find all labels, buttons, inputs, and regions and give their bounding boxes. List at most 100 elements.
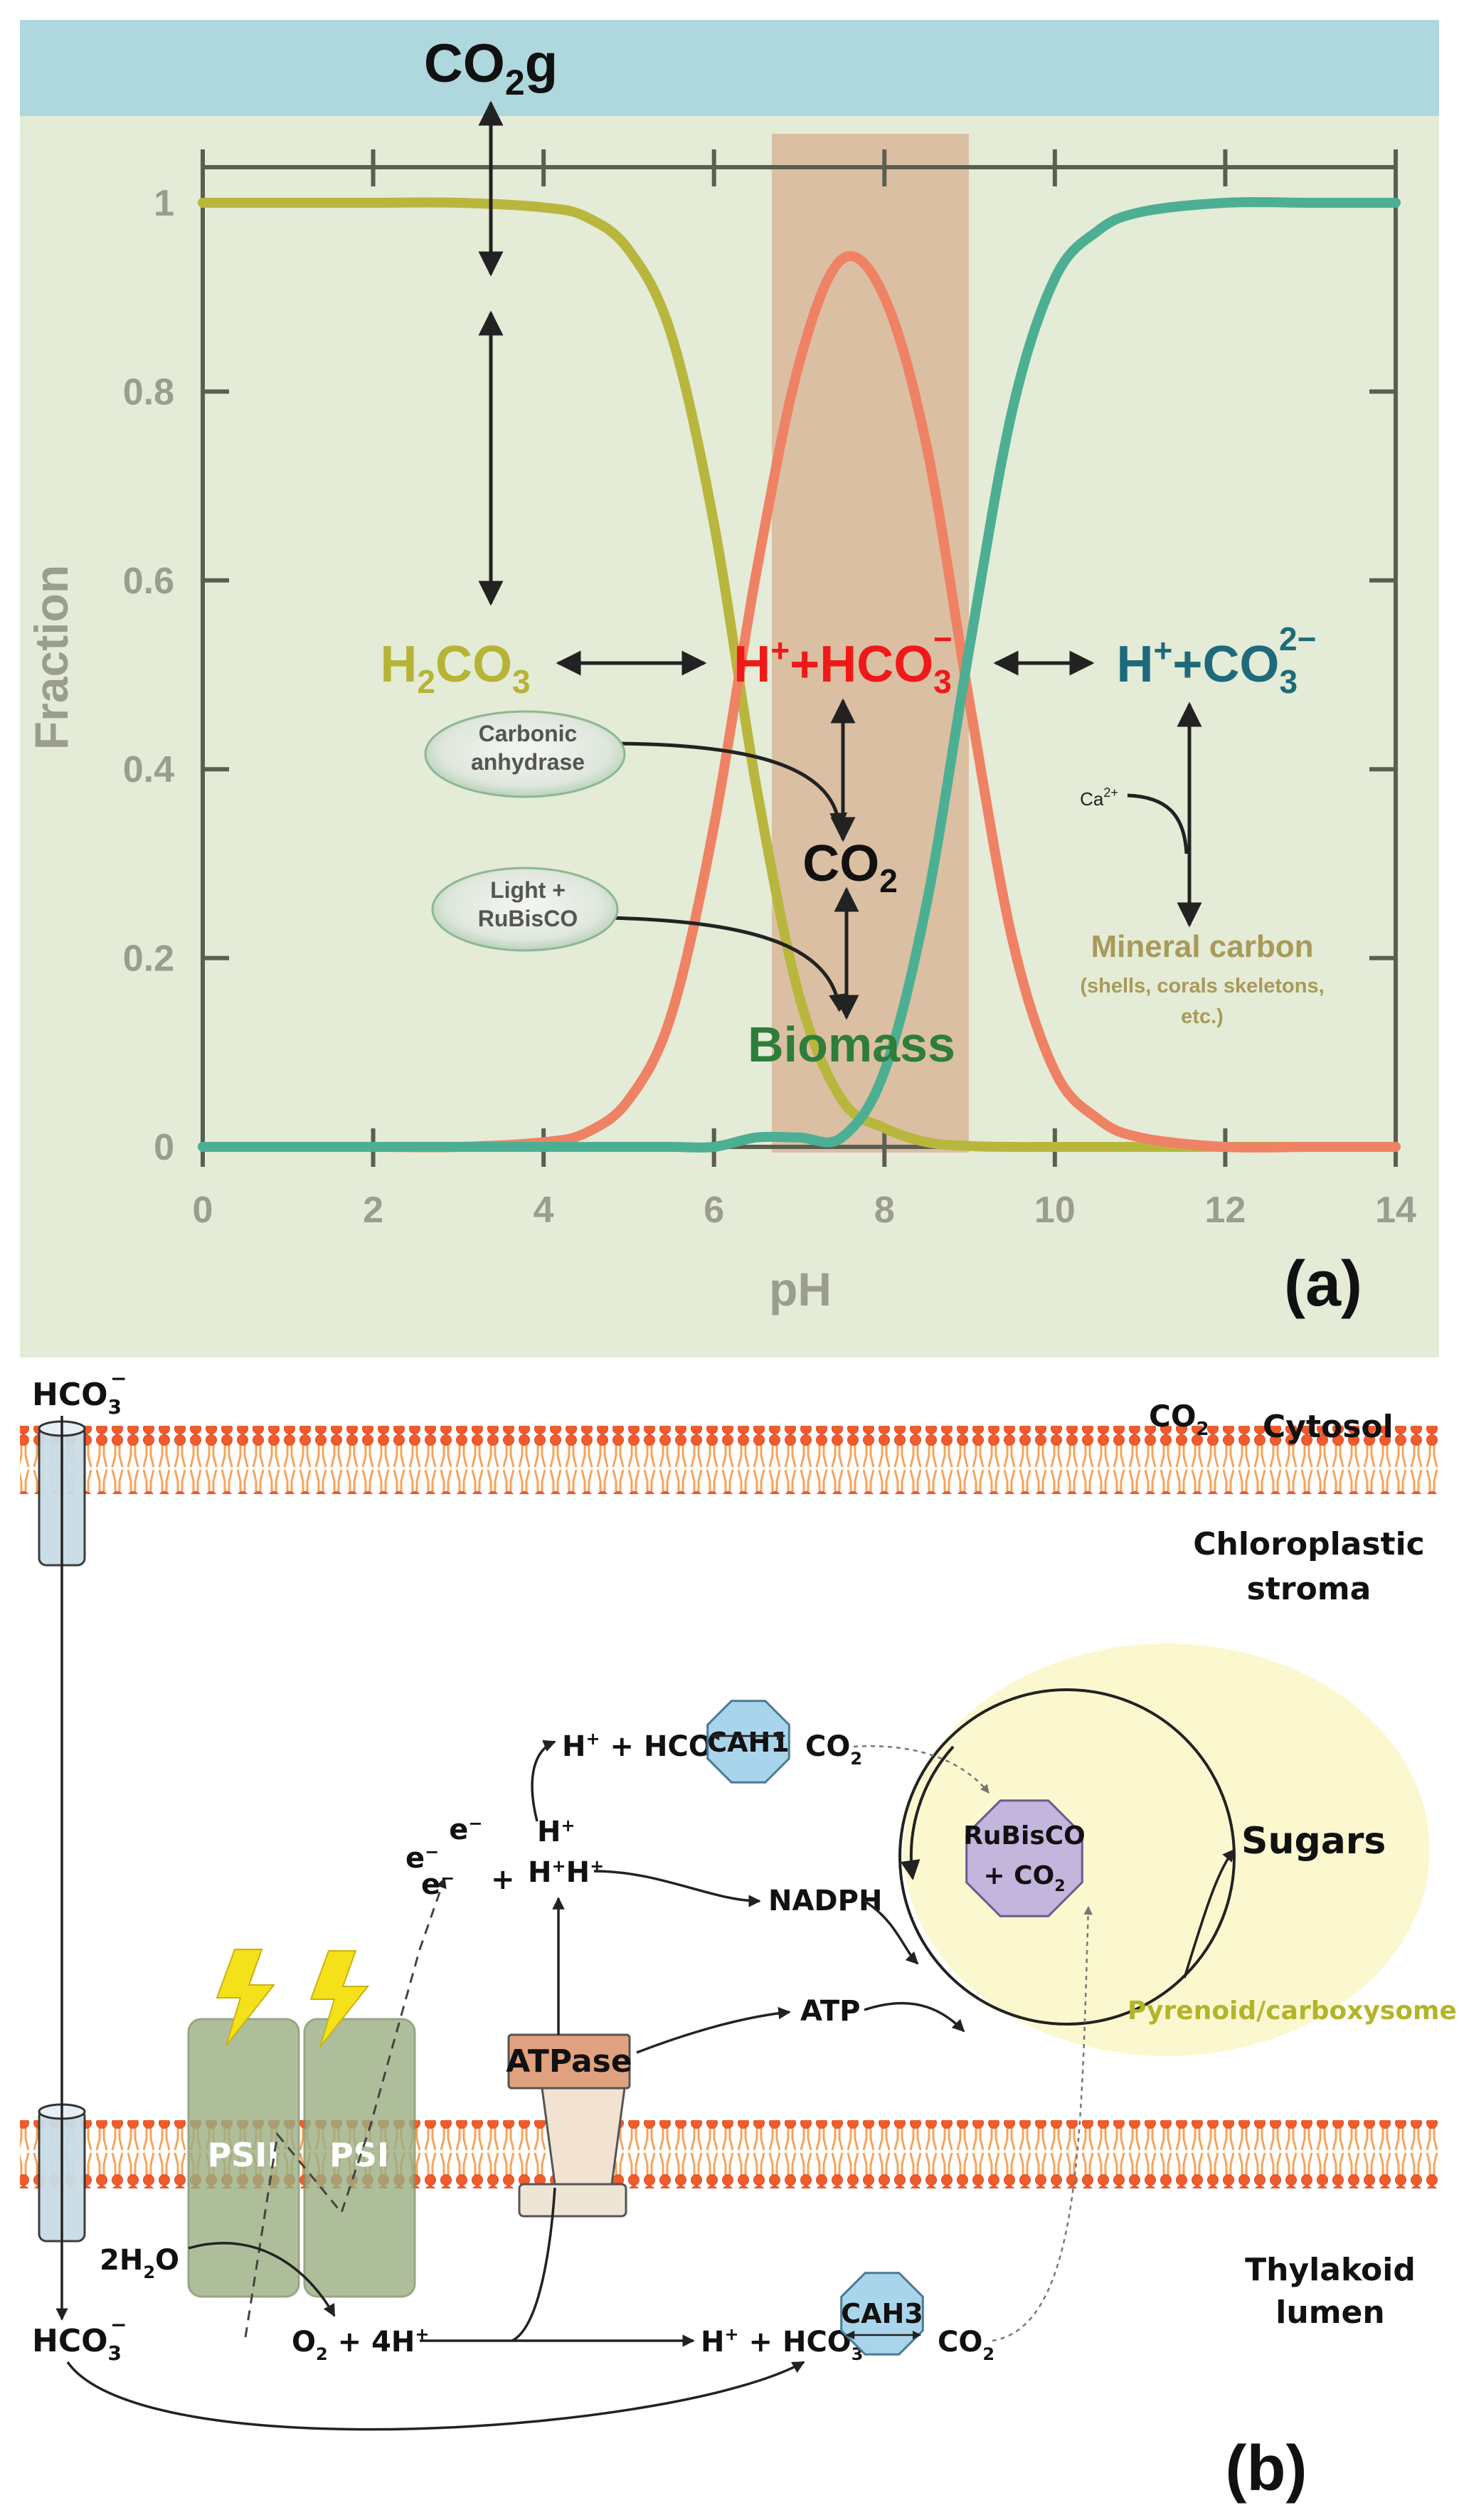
electron-transport-path [244, 1877, 447, 2338]
proton-cluster: H+H+ [528, 1856, 604, 1889]
bicarbonate-label: H++HCO3− [733, 620, 952, 700]
y-tick-label: 0.2 [123, 938, 174, 980]
equilibrium-arrows [478, 100, 1202, 1020]
x-tick-label: 2 [363, 1190, 383, 1231]
atp-label: ATP [800, 1995, 860, 2028]
rubisco-line1: Light + [490, 877, 566, 903]
x-tick-label: 14 [1375, 1190, 1416, 1231]
thylakoid-label-line2: lumen [1275, 2294, 1384, 2331]
y-tick-label: 0.8 [123, 371, 174, 413]
x-tick-label: 8 [874, 1190, 895, 1231]
biomass-label: Biomass [748, 1017, 955, 1072]
electrons-label: e− e− [405, 1814, 482, 1875]
nadph-label: NADPH [768, 1885, 882, 1917]
panel-a: 0 0.2 0.4 0.6 0.8 1 0 2 4 6 8 10 12 14 Fraction pH (… [20, 20, 1439, 1357]
panel-b: HCO3− HCO3− CO2 Cytosol Chloroplastic st… [0, 1366, 1459, 2520]
x-tick-label: 0 [193, 1190, 213, 1231]
lightning-icon [216, 1949, 276, 2046]
y-tick-label: 1 [154, 183, 174, 224]
x-tick-label: 10 [1034, 1190, 1076, 1231]
stroma-co2-label: CO2 [805, 1730, 862, 1769]
nadph-to-cycle-arrow [864, 1900, 919, 1965]
lumen-co2-label: CO2 [938, 2326, 994, 2364]
outer-membrane [20, 1426, 1439, 1494]
mineral-carbon-title: Mineral carbon [1091, 929, 1314, 964]
atpase-complex: ATPase [506, 2033, 632, 2218]
calvin-cycle-direction [900, 1745, 955, 1880]
pathway-arrows [55, 1416, 1236, 2431]
cycle-to-sugars-arrow [1183, 1848, 1236, 1979]
carbonic-anhydrase-enzyme: Carbonic anhydrase [424, 710, 626, 798]
atmosphere-band [20, 20, 1439, 116]
cytosolic-bicarbonate-label: HCO3− [32, 1367, 127, 1419]
cah1-enzyme-icon [706, 1700, 790, 1784]
panel-a-background [20, 20, 1439, 1357]
rubisco-enzyme-icon [965, 1799, 1083, 1917]
calcium-arrow [1127, 793, 1189, 854]
carbonic-anhydrase-line1: Carbonic [479, 721, 578, 746]
panel-b-label: (b) [1226, 2433, 1307, 2504]
y-tick-label: 0 [154, 1127, 174, 1168]
thylakoid-label-line1: Thylakoid [1245, 2252, 1416, 2288]
carbonic-anhydrase-line2: anhydrase [471, 749, 585, 775]
proton-top: H+ [537, 1816, 575, 1848]
bicarbonate-to-cah3-arrow [66, 2361, 805, 2431]
rubisco-line1: RuBisCO [963, 1821, 1086, 1851]
x-tick-label: 6 [704, 1190, 724, 1231]
y-tick-label: 0.6 [123, 561, 174, 602]
x-tick-labels: 0 2 4 6 8 10 12 14 [193, 1190, 1416, 1231]
h2co3-label: H2CO3 [380, 636, 530, 700]
psi-label: PSI [329, 2136, 389, 2174]
proton-to-atpase-line [511, 2187, 556, 2342]
chloroplast-icon [424, 710, 626, 798]
cah1-label: CAH1 [707, 1727, 790, 1758]
mineral-carbon-note-2: etc.) [1181, 1005, 1224, 1028]
atpase-to-atp-arrow [636, 2006, 791, 2054]
atpase-label: ATPase [506, 2043, 632, 2080]
x-tick-label: 4 [534, 1190, 554, 1231]
panel-a-label: (a) [1284, 1249, 1362, 1320]
pyrenoid-label: Pyrenoid/carboxysome [1128, 1996, 1457, 2026]
rubisco-line2: RuBisCO [478, 906, 578, 931]
y-axis-label: Fraction [25, 565, 78, 750]
y-tick-label: 0.4 [123, 749, 174, 790]
carbonate-label: H++CO32− [1117, 620, 1317, 700]
cytosol-co2-label: CO2 [1149, 1399, 1209, 1440]
cytosol-label: Cytosol [1263, 1409, 1394, 1445]
h2co3-fraction-curve [198, 197, 1401, 1153]
electron-label: e− [421, 1868, 455, 1901]
sugars-label: Sugars [1241, 1820, 1386, 1863]
psii-label: PSII [207, 2136, 279, 2174]
co3-fraction-curve [198, 197, 1401, 1153]
y-tick-labels: 0 0.2 0.4 0.6 0.8 1 [123, 183, 174, 1168]
carbonic-anhydrase-arrow [608, 741, 848, 831]
rubisco-arrow [608, 916, 847, 1012]
co2-diffusion-arrows [853, 1745, 1093, 2342]
stroma-label-line2: stroma [1247, 1571, 1372, 1607]
ph-highlight-band [772, 134, 969, 1153]
x-axis-label: pH [769, 1263, 832, 1315]
x-tick-label: 12 [1205, 1190, 1246, 1231]
cah3-label: CAH3 [841, 2298, 923, 2329]
lightning-icon [309, 1950, 370, 2048]
protons-to-nadph-arrow [593, 1870, 761, 1907]
water-label: 2H2O [100, 2244, 179, 2282]
mineral-carbon-note-1: (shells, corals skeletons, [1080, 975, 1324, 997]
proton-to-stroma-bicarbonate-arrow [531, 1740, 556, 1822]
calcium-label: Ca2+ [1080, 785, 1118, 810]
lumen-co2-to-rubisco-arrow [992, 1905, 1093, 2342]
lumen-bicarbonate-label: HCO3− [32, 2313, 127, 2365]
stroma-label-line1: Chloroplastic [1193, 1526, 1425, 1562]
co2-aqueous-label: CO2 [802, 835, 898, 899]
plus-sign: + [491, 1863, 515, 1896]
chloroplast-icon [431, 867, 619, 952]
rubisco-enzyme: Light + RuBisCO [431, 867, 619, 952]
co2-gas-label: CO2g [424, 33, 558, 102]
co2-to-rubisco-arrow [853, 1745, 990, 1794]
water-splitting-arrow [188, 2242, 336, 2317]
oxygen-protons-label: O2 + 4H+ [292, 2324, 430, 2364]
rubisco-line2: + CO2 [983, 1861, 1065, 1895]
atp-to-cycle-arrow [864, 2001, 965, 2033]
pyrenoid-region [903, 1643, 1430, 2056]
